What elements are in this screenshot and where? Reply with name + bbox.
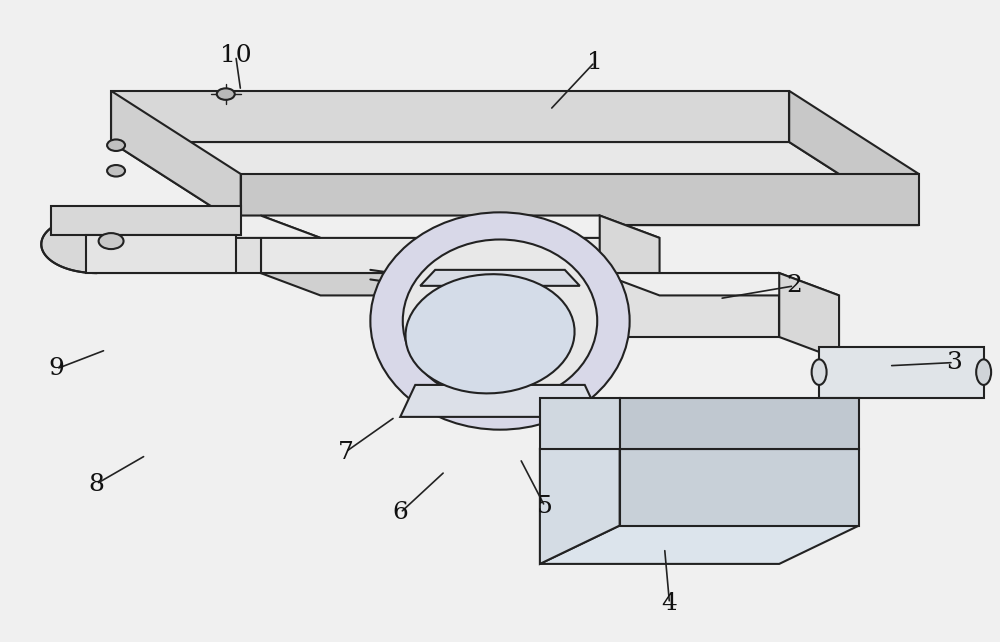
Polygon shape bbox=[96, 216, 261, 273]
Ellipse shape bbox=[976, 360, 991, 385]
Text: 7: 7 bbox=[337, 440, 353, 464]
Ellipse shape bbox=[812, 360, 827, 385]
Ellipse shape bbox=[405, 274, 575, 394]
Polygon shape bbox=[51, 206, 241, 235]
Text: 4: 4 bbox=[662, 592, 677, 615]
Ellipse shape bbox=[370, 213, 630, 429]
Polygon shape bbox=[241, 174, 919, 225]
Polygon shape bbox=[86, 235, 236, 273]
Ellipse shape bbox=[403, 239, 597, 403]
Polygon shape bbox=[111, 91, 241, 225]
Polygon shape bbox=[111, 142, 919, 225]
Polygon shape bbox=[420, 270, 580, 286]
Text: 2: 2 bbox=[786, 274, 802, 297]
Polygon shape bbox=[540, 526, 859, 564]
Ellipse shape bbox=[107, 139, 125, 151]
Ellipse shape bbox=[99, 233, 124, 249]
Polygon shape bbox=[620, 449, 859, 526]
Ellipse shape bbox=[107, 165, 125, 177]
Polygon shape bbox=[540, 397, 620, 449]
Polygon shape bbox=[779, 273, 839, 360]
Polygon shape bbox=[819, 347, 984, 397]
Text: 10: 10 bbox=[220, 44, 252, 67]
Text: 5: 5 bbox=[537, 495, 553, 518]
Polygon shape bbox=[600, 273, 839, 295]
Polygon shape bbox=[400, 385, 600, 417]
Polygon shape bbox=[96, 216, 320, 238]
Text: 6: 6 bbox=[392, 501, 408, 525]
Text: 3: 3 bbox=[946, 351, 962, 374]
Polygon shape bbox=[261, 273, 660, 295]
Polygon shape bbox=[789, 91, 919, 225]
Polygon shape bbox=[620, 397, 859, 449]
Polygon shape bbox=[111, 91, 789, 142]
Polygon shape bbox=[41, 216, 96, 273]
Text: 8: 8 bbox=[88, 473, 104, 496]
Ellipse shape bbox=[217, 89, 235, 100]
Text: 1: 1 bbox=[587, 51, 603, 74]
Polygon shape bbox=[101, 209, 156, 266]
Polygon shape bbox=[600, 216, 660, 295]
Polygon shape bbox=[600, 273, 779, 337]
Polygon shape bbox=[261, 216, 660, 238]
Polygon shape bbox=[261, 216, 600, 273]
Text: 9: 9 bbox=[48, 358, 64, 381]
Polygon shape bbox=[540, 449, 620, 564]
